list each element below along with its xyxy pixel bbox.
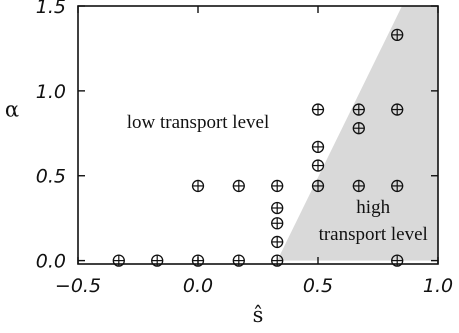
- y-tick-label: 1.0: [36, 81, 66, 103]
- x-axis-label: ŝ: [253, 303, 264, 327]
- data-point: [391, 28, 404, 42]
- y-tick-labels: 0.0 0.5 1.0 1.5: [36, 0, 66, 273]
- data-point: [151, 254, 164, 267]
- data-point: [191, 179, 205, 193]
- x-tick-label: 1.0: [423, 275, 453, 297]
- data-point: [311, 103, 325, 116]
- plot-frame: [77, 5, 439, 265]
- y-tick-label: 0.5: [36, 166, 66, 188]
- x-tick-label: −0.5: [55, 275, 101, 297]
- data-point: [391, 254, 404, 267]
- y-tick-label: 1.5: [36, 0, 66, 18]
- data-point: [271, 235, 284, 249]
- data-points: [112, 28, 404, 267]
- data-point: [271, 179, 284, 193]
- data-point: [311, 179, 325, 193]
- data-point: [352, 103, 365, 116]
- x-tick-label: 0.0: [183, 275, 213, 297]
- region-annotations: low transport level high transport level: [127, 112, 428, 245]
- data-point: [352, 122, 365, 135]
- data-point: [271, 201, 284, 215]
- data-point: [311, 159, 325, 172]
- data-point: [271, 254, 284, 267]
- data-point: [112, 254, 125, 267]
- data-point: [232, 254, 245, 267]
- data-point: [311, 140, 325, 154]
- y-axis-label: α: [5, 97, 19, 121]
- annotation-high1: high: [356, 197, 390, 218]
- data-point: [271, 217, 284, 230]
- data-point: [232, 179, 245, 193]
- data-point: [191, 254, 205, 267]
- y-tick-label: 0.0: [36, 251, 66, 273]
- annotation-low: low transport level: [127, 112, 269, 133]
- data-point: [391, 179, 404, 193]
- x-tick-labels: −0.5 0.0 0.5 1.0: [55, 275, 453, 297]
- x-tick-label: 0.5: [303, 275, 333, 297]
- annotation-high2: transport level: [319, 224, 428, 245]
- data-point: [391, 103, 404, 116]
- data-point: [352, 179, 365, 193]
